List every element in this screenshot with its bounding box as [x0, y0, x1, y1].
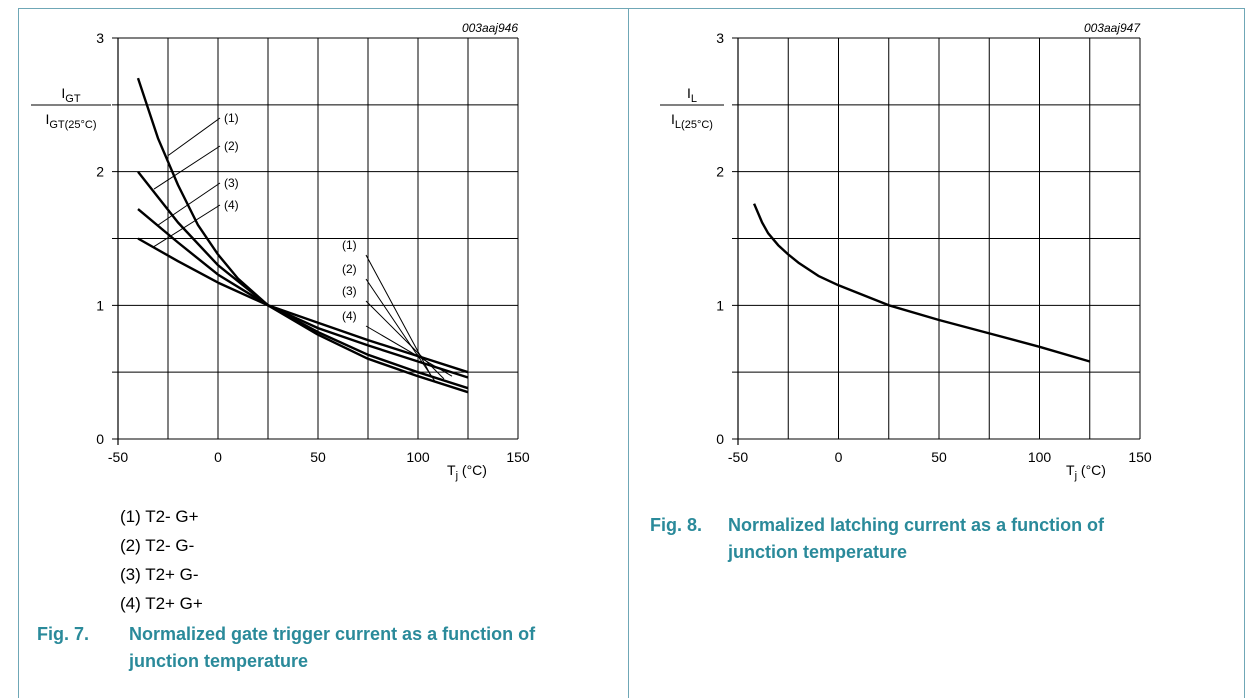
callout-leader-line	[157, 182, 221, 226]
callout-leader-line	[365, 325, 453, 377]
series-line	[137, 170, 469, 394]
frame-left-rule	[18, 8, 19, 698]
callout-leader-line	[153, 145, 221, 190]
y-tick-label: 0	[96, 431, 104, 447]
figure-id-code: 003aaj946	[462, 21, 518, 35]
x-tick-label: 150	[1128, 449, 1152, 465]
y-tick-label: 2	[716, 164, 724, 180]
y-axis-label-numerator: IGT	[61, 85, 80, 105]
frame-middle-rule	[628, 8, 629, 698]
y-tick-label: 3	[96, 30, 104, 46]
series-line	[137, 208, 469, 379]
series-line	[752, 203, 1091, 363]
x-tick-label: -50	[728, 449, 748, 465]
frame-right-rule	[1244, 8, 1245, 698]
figure-caption-7: Fig. 7. Normalized gate trigger current …	[37, 621, 627, 681]
callout-label: (2)	[224, 139, 239, 153]
legend-item: (1) T2- G+	[120, 507, 199, 526]
callout-label: (3)	[342, 284, 357, 298]
callout-label: (1)	[342, 238, 357, 252]
callout-leader-line	[365, 300, 445, 380]
legend-item: (3) T2+ G-	[120, 565, 199, 584]
legend-item: (4) T2+ G+	[120, 594, 203, 613]
figure-id-code: 003aaj947	[1084, 21, 1141, 35]
x-tick-label: 100	[406, 449, 430, 465]
figure-title-line1: Normalized latching current as a functio…	[728, 515, 1105, 535]
y-tick-label: 2	[96, 164, 104, 180]
x-tick-label: 0	[214, 449, 222, 465]
figure-caption-8: Fig. 8. Normalized latching current as a…	[650, 512, 1240, 572]
figure-number: Fig. 8.	[650, 515, 703, 535]
y-tick-label: 1	[716, 297, 724, 313]
y-axis-label-denominator: IGT(25°C)	[45, 111, 96, 131]
callout-label: (4)	[224, 198, 239, 212]
callout-leader-line	[365, 254, 433, 378]
callout-label: (2)	[342, 262, 357, 276]
x-tick-label: 150	[506, 449, 530, 465]
callout-leader-line	[167, 117, 221, 157]
chart1-legend: (1) T2- G+ (2) T2- G- (3) T2+ G- (4) T2+…	[120, 502, 203, 618]
x-axis-label: Tj (°C)	[1066, 462, 1106, 482]
y-axis-label-numerator: IL	[687, 85, 697, 105]
x-tick-label: 50	[931, 449, 947, 465]
y-tick-label: 0	[716, 431, 724, 447]
callout-label: (3)	[224, 176, 239, 190]
y-axis-label-denominator: IL(25°C)	[671, 111, 713, 131]
callout-label: (1)	[224, 111, 239, 125]
y-tick-label: 3	[716, 30, 724, 46]
y-tick-label: 1	[96, 297, 104, 313]
figure-title-line1: Normalized gate trigger current as a fun…	[129, 624, 536, 644]
x-tick-label: -50	[108, 449, 128, 465]
chart-gate-trigger-current: -50 0 50 100 1500123003aaj946IGTIGT(25°C)Tj …	[31, 21, 530, 482]
callout-label: (4)	[342, 309, 357, 323]
series-line	[136, 77, 469, 390]
x-axis-label: Tj (°C)	[447, 462, 487, 482]
x-tick-label: 50	[310, 449, 326, 465]
x-tick-label: 100	[1028, 449, 1052, 465]
callout-leader-line	[153, 204, 221, 247]
figure-title-line2: junction temperature	[728, 542, 908, 562]
frame-top-rule	[18, 8, 1245, 9]
legend-item: (2) T2- G-	[120, 536, 195, 555]
callout-leader-line	[365, 278, 437, 384]
series-line	[137, 237, 469, 374]
x-tick-label: 0	[835, 449, 843, 465]
figure-title-line2: junction temperature	[129, 651, 309, 671]
figure-number: Fig. 7.	[37, 624, 90, 644]
